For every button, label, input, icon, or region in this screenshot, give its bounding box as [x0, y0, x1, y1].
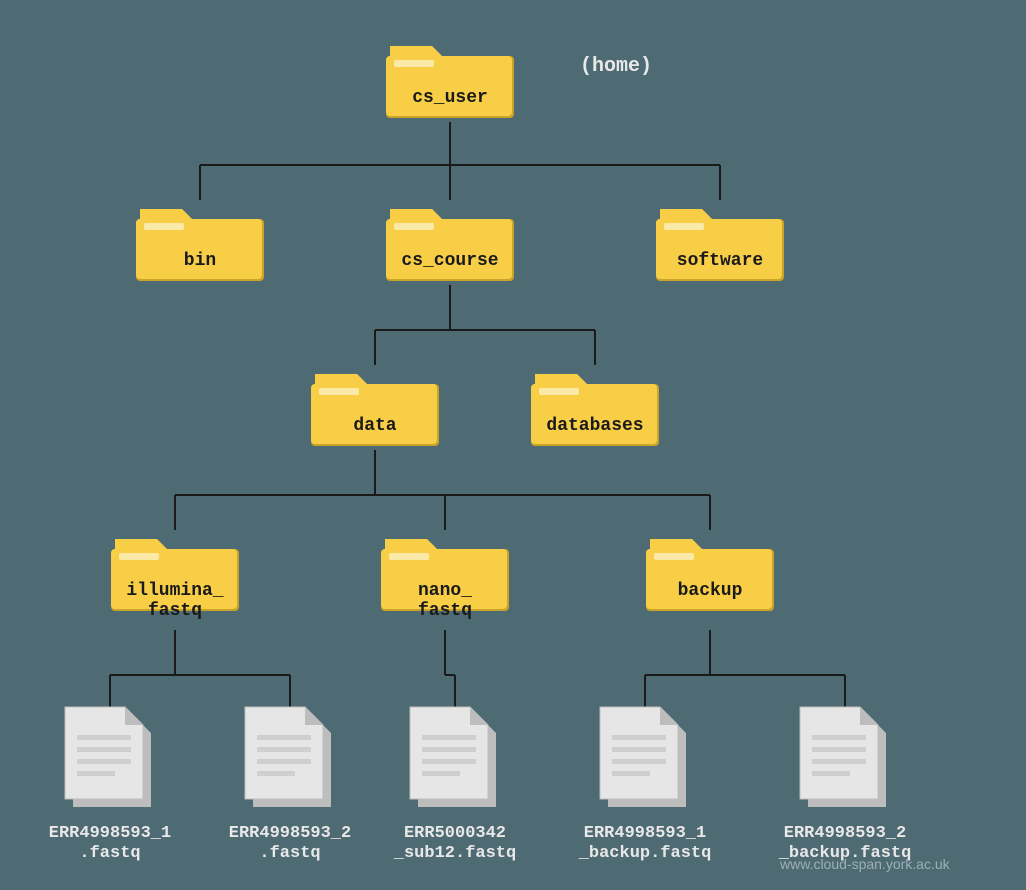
folder-label: bin — [130, 251, 270, 271]
file-err4998593-1: ERR4998593_1 .fastq — [25, 705, 195, 864]
file-icon — [205, 705, 375, 820]
folder-databases: databases — [525, 360, 665, 470]
file-label: ERR4998593_1 .fastq — [25, 824, 195, 864]
file-icon — [25, 705, 195, 820]
file-icon — [760, 705, 930, 820]
file-err4998593-2-backup: ERR4998593_2 _backup.fastq — [760, 705, 930, 864]
diagram-canvas: (home) cs_user bin cs_course — [20, 20, 1006, 870]
file-label: ERR4998593_2 .fastq — [205, 824, 375, 864]
folder-illumina-fastq: illumina_ fastq — [105, 525, 245, 635]
folder-bin: bin — [130, 195, 270, 305]
folder-nano-fastq: nano_ fastq — [375, 525, 515, 635]
folder-label: software — [650, 251, 790, 271]
file-label: ERR5000342 _sub12.fastq — [370, 824, 540, 864]
folder-cs-user: cs_user — [380, 32, 520, 142]
file-label: ERR4998593_1 _backup.fastq — [560, 824, 730, 864]
folder-label: data — [305, 416, 445, 436]
folder-label: illumina_ fastq — [105, 581, 245, 621]
file-err4998593-2: ERR4998593_2 .fastq — [205, 705, 375, 864]
folder-label: backup — [640, 581, 780, 601]
file-icon — [560, 705, 730, 820]
folder-label: cs_course — [380, 251, 520, 271]
folder-label: databases — [525, 416, 665, 436]
file-err4998593-1-backup: ERR4998593_1 _backup.fastq — [560, 705, 730, 864]
folder-cs-course: cs_course — [380, 195, 520, 305]
folder-backup: backup — [640, 525, 780, 635]
folder-label: nano_ fastq — [375, 581, 515, 621]
folder-software: software — [650, 195, 790, 305]
credit-text: www.cloud-span.york.ac.uk — [780, 856, 950, 872]
file-icon — [370, 705, 540, 820]
folder-label: cs_user — [380, 88, 520, 108]
folder-data: data — [305, 360, 445, 470]
file-err5000342-sub12: ERR5000342 _sub12.fastq — [370, 705, 540, 864]
home-annotation: (home) — [580, 55, 652, 78]
